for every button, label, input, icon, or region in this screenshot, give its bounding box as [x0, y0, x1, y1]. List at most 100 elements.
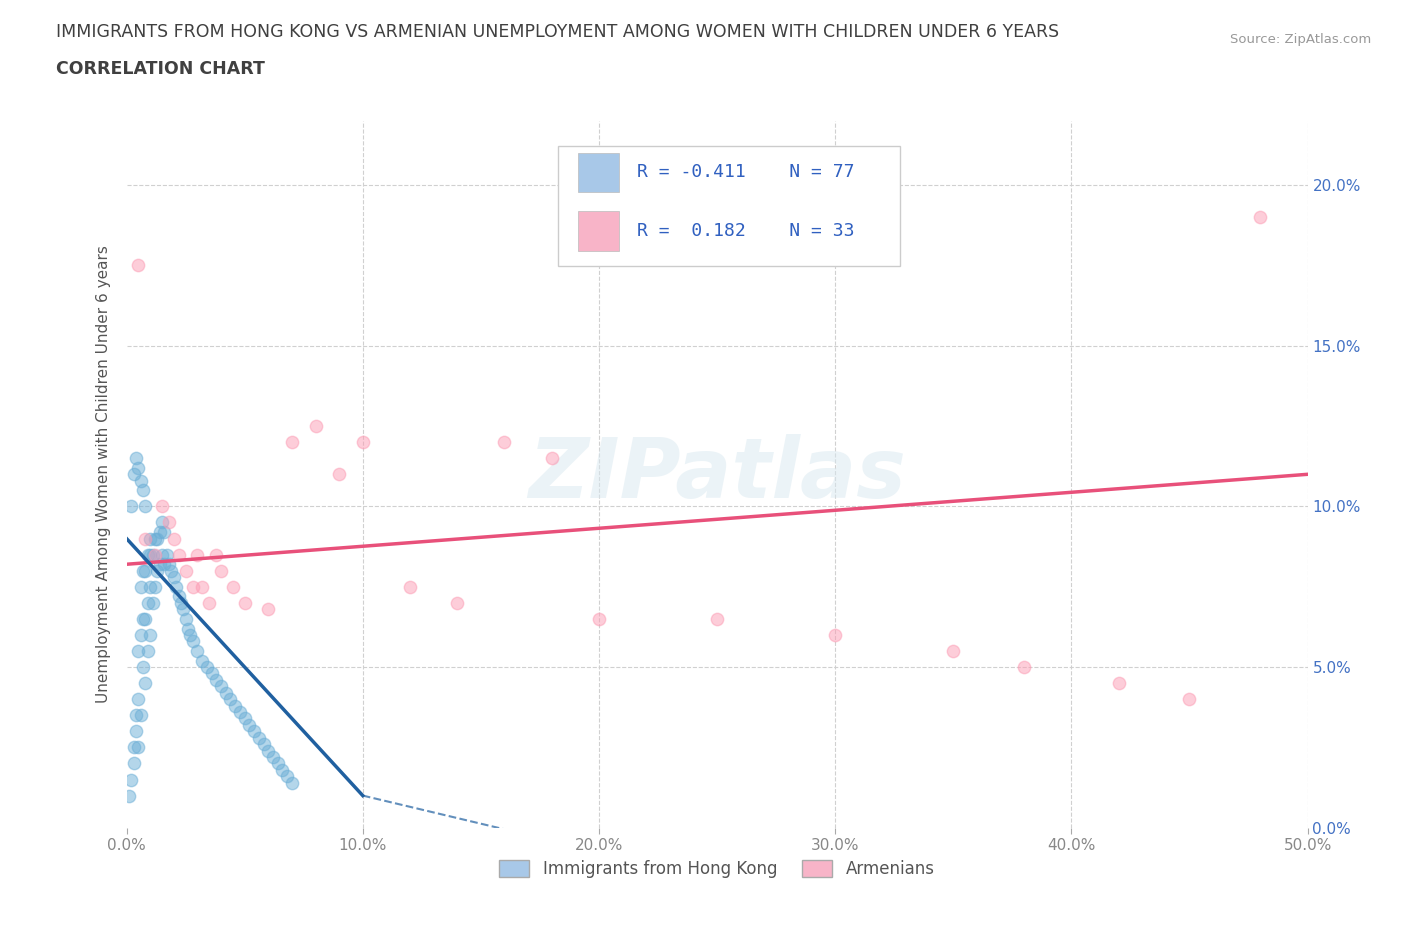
- Point: [281, 434, 304, 449]
- Point: [127, 258, 149, 272]
- Point: [304, 418, 326, 433]
- Point: [1108, 676, 1130, 691]
- Point: [247, 730, 270, 745]
- Point: [139, 628, 162, 643]
- Point: [149, 525, 172, 539]
- Point: [127, 644, 149, 658]
- Point: [141, 547, 163, 562]
- Text: R = -0.411    N = 77: R = -0.411 N = 77: [637, 164, 855, 181]
- Point: [186, 644, 208, 658]
- Point: [215, 685, 238, 700]
- Point: [120, 499, 142, 514]
- Point: [588, 611, 610, 626]
- Point: [156, 547, 179, 562]
- Point: [824, 628, 846, 643]
- Point: [132, 483, 155, 498]
- Point: [1178, 692, 1201, 707]
- Point: [160, 564, 183, 578]
- Point: [1012, 659, 1035, 674]
- Point: [399, 579, 422, 594]
- Point: [129, 473, 152, 488]
- Point: [153, 557, 176, 572]
- Point: [122, 740, 145, 755]
- Point: [219, 692, 242, 707]
- Point: [127, 460, 149, 475]
- Point: [143, 547, 166, 562]
- Point: [170, 595, 193, 610]
- Point: [942, 644, 965, 658]
- FancyBboxPatch shape: [578, 211, 619, 251]
- Point: [157, 515, 180, 530]
- Point: [271, 763, 294, 777]
- Point: [205, 672, 228, 687]
- Point: [172, 602, 194, 617]
- Point: [139, 579, 162, 594]
- Point: [179, 628, 201, 643]
- Point: [177, 621, 200, 636]
- Point: [118, 788, 141, 803]
- Point: [127, 740, 149, 755]
- Point: [186, 547, 208, 562]
- Point: [139, 547, 162, 562]
- Point: [143, 579, 166, 594]
- Point: [222, 579, 245, 594]
- Point: [181, 634, 204, 649]
- FancyBboxPatch shape: [558, 146, 900, 266]
- Point: [149, 557, 172, 572]
- Point: [229, 705, 252, 720]
- Point: [540, 451, 562, 466]
- Point: [1249, 210, 1271, 225]
- Point: [352, 434, 374, 449]
- Point: [195, 659, 218, 674]
- Point: [494, 434, 516, 449]
- Point: [150, 547, 173, 562]
- Point: [143, 531, 166, 546]
- Point: [134, 531, 156, 546]
- Point: [163, 531, 186, 546]
- Point: [120, 772, 142, 787]
- Point: [252, 737, 274, 751]
- Point: [153, 525, 176, 539]
- Point: [139, 531, 162, 546]
- Legend: Immigrants from Hong Kong, Armenians: Immigrants from Hong Kong, Armenians: [495, 855, 939, 883]
- Point: [191, 653, 214, 668]
- Text: IMMIGRANTS FROM HONG KONG VS ARMENIAN UNEMPLOYMENT AMONG WOMEN WITH CHILDREN UND: IMMIGRANTS FROM HONG KONG VS ARMENIAN UN…: [56, 23, 1059, 41]
- Point: [281, 776, 304, 790]
- Text: Source: ZipAtlas.com: Source: ZipAtlas.com: [1230, 33, 1371, 46]
- Point: [125, 451, 148, 466]
- Point: [167, 547, 190, 562]
- Point: [141, 595, 163, 610]
- Y-axis label: Unemployment Among Women with Children Under 6 years: Unemployment Among Women with Children U…: [96, 246, 111, 703]
- Point: [136, 644, 159, 658]
- Point: [205, 547, 228, 562]
- Point: [262, 750, 284, 764]
- Point: [134, 564, 156, 578]
- Point: [276, 769, 298, 784]
- Point: [174, 564, 197, 578]
- Point: [146, 531, 169, 546]
- Point: [127, 692, 149, 707]
- Point: [134, 611, 156, 626]
- Point: [198, 595, 221, 610]
- Point: [446, 595, 468, 610]
- Point: [134, 676, 156, 691]
- Point: [136, 595, 159, 610]
- Point: [200, 666, 222, 681]
- Point: [167, 589, 190, 604]
- Point: [267, 756, 290, 771]
- Point: [129, 628, 152, 643]
- Point: [132, 659, 155, 674]
- Point: [224, 698, 246, 713]
- Point: [209, 679, 232, 694]
- Text: ZIPatlas: ZIPatlas: [529, 433, 905, 515]
- Point: [122, 467, 145, 482]
- Point: [146, 564, 169, 578]
- Point: [134, 499, 156, 514]
- Point: [174, 611, 197, 626]
- Point: [233, 595, 256, 610]
- Point: [157, 557, 180, 572]
- Point: [243, 724, 266, 738]
- Point: [125, 708, 148, 723]
- Point: [129, 579, 152, 594]
- Point: [181, 579, 204, 594]
